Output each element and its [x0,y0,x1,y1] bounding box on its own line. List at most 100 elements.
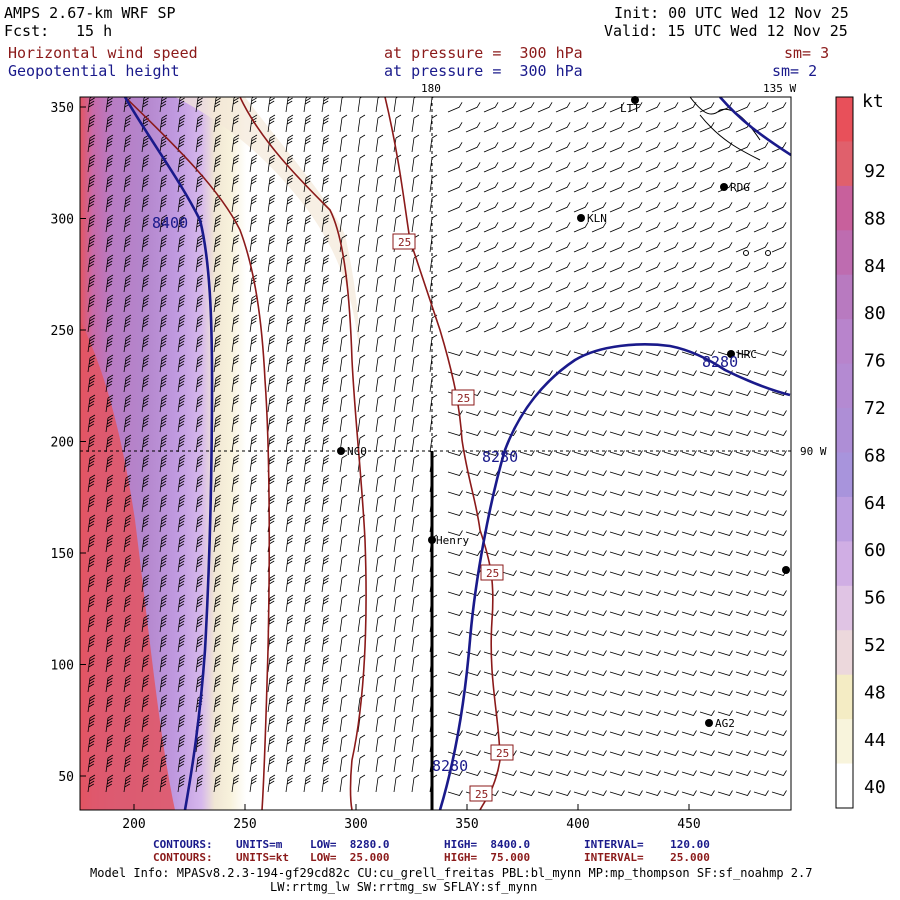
wind-barb [213,434,222,453]
wind-barb [699,162,715,173]
wind-barb [123,114,132,133]
wind-barb [267,354,276,373]
station-marker[interactable] [337,447,345,455]
wind-barb [123,314,132,333]
wind-barb [699,390,715,396]
wind-barb [285,674,294,693]
wind-barb [105,174,114,193]
y-tick-label: 350 [51,101,74,116]
wind-barb [735,610,751,616]
wind-barb [339,634,348,653]
wind-barb [591,122,607,133]
wind-barb [753,430,769,436]
wind-barb [645,790,661,796]
wind-barb [645,750,661,756]
wind-barb [411,594,420,613]
wind-barb [357,274,366,293]
station-marker[interactable] [782,566,790,574]
wind-barb [321,754,330,773]
wind-barb [591,390,607,396]
wind-barb [537,430,553,436]
wind-barb [285,234,294,253]
plot-frame [79,96,792,811]
wind-barb [663,590,679,596]
wind-barb [87,454,96,473]
wind-barb [195,434,204,453]
station-marker[interactable] [727,350,735,358]
wind-barb [141,334,150,353]
wind-barb [141,294,150,313]
station-marker[interactable] [631,96,639,104]
wind-barb [555,590,571,596]
wind-barb [339,374,348,393]
wind-barb [555,750,571,756]
wind-barb [555,530,571,536]
wind-barb [285,594,294,613]
wind-barb [609,322,625,333]
wind-barb [285,614,294,633]
wind-barb [123,294,132,313]
wind-barb [213,214,222,233]
wind-barb [177,694,186,713]
wind-barb [321,474,330,493]
wind-barb [501,510,517,516]
wind-barb [87,774,96,793]
wind-barb [645,322,661,333]
wind-barb [681,490,697,496]
wind-barb [681,350,697,356]
wind-barb [177,194,186,213]
wind-barb [105,674,114,693]
wind-barb [87,574,96,593]
wind-barb [771,242,787,253]
colorbar-swatch [836,541,853,587]
wind-barb [177,554,186,573]
wind-barb [339,194,348,213]
wind-barb [753,630,769,636]
station-marker[interactable] [705,719,713,727]
wind-barb [717,450,733,456]
wind-barb [357,414,366,433]
wind-barb [159,634,168,653]
wind-barb [429,154,438,173]
meridian-180-label: 180 [421,82,441,95]
wind-barb [573,770,589,776]
field2-smoothing: sm= 2 [772,62,818,80]
wind-barb [663,530,679,536]
field2-name: Geopotential height [8,62,180,80]
wind-barb [213,734,222,753]
wind-barb [717,430,733,436]
wind-barb [537,202,553,213]
wind-barb [555,350,571,356]
wind-barb [645,650,661,656]
wind-barb [411,254,420,273]
station-marker[interactable] [577,214,585,222]
station-marker[interactable] [428,536,436,544]
wind-barb [645,162,661,173]
wind-barb [735,370,751,376]
colorbar-label: 48 [864,682,886,703]
wind-barb [357,574,366,593]
wind-barb [627,450,643,456]
wind-barb [447,122,463,133]
wind-barb [393,514,402,533]
wind-barb [159,734,168,753]
wind-barb [159,654,168,673]
wind-barb [339,474,348,493]
wind-barb [285,654,294,673]
wind-barb [663,302,679,313]
wind-barb [465,610,481,616]
wind-barb [501,370,517,376]
wind-barb [753,182,769,193]
wind-barb [393,194,402,213]
wind-barb [375,394,384,413]
speed-low: LOW= 25.000 [310,851,390,864]
wind-barb [285,534,294,553]
station-marker[interactable] [720,183,728,191]
wind-barb [87,214,96,233]
x-tick-label: 250 [233,817,256,832]
wind-barb [105,714,114,733]
wind-barb [231,274,240,293]
wind-barb [627,162,643,173]
wind-barb [393,754,402,773]
wind-barb [267,314,276,333]
